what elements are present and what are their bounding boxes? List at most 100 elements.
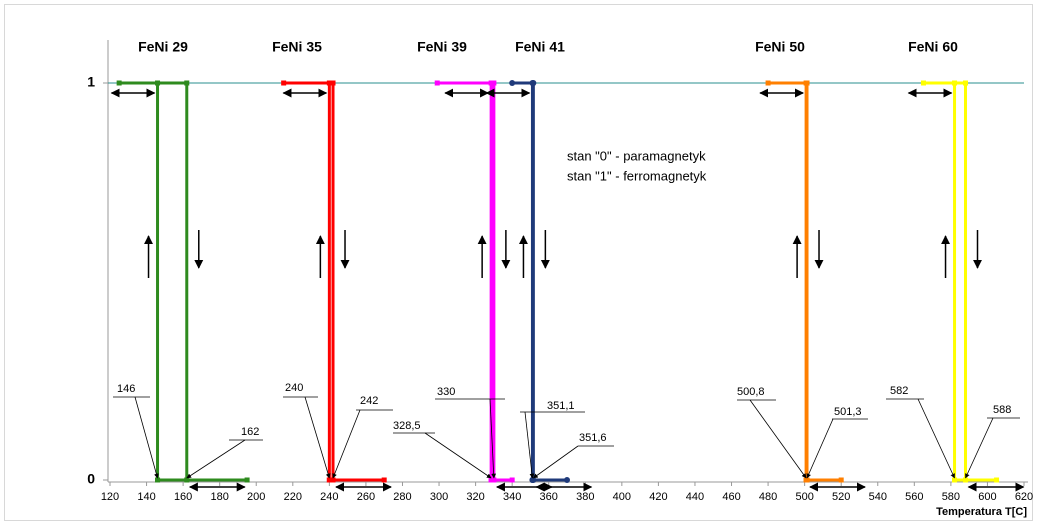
x-tick-label: 140 bbox=[137, 491, 155, 503]
point bbox=[491, 80, 497, 86]
point bbox=[326, 80, 332, 86]
leader-line bbox=[917, 398, 955, 479]
point-label: 242 bbox=[360, 395, 378, 407]
series-line bbox=[119, 81, 248, 482]
leader-line bbox=[134, 396, 159, 479]
point bbox=[116, 80, 122, 86]
point-label: 500,8 bbox=[737, 386, 765, 398]
x-tick-label: 200 bbox=[247, 491, 265, 503]
series-line bbox=[512, 81, 567, 482]
x-tick-label: 440 bbox=[686, 491, 704, 503]
x-axis-label: Temperatura T[C] bbox=[936, 506, 1027, 518]
x-tick-label: 180 bbox=[211, 491, 229, 503]
x-tick-label: 500 bbox=[795, 491, 813, 503]
frame bbox=[4, 4, 1033, 521]
point-label: 328,5 bbox=[393, 420, 421, 432]
series-line bbox=[283, 81, 385, 482]
point bbox=[529, 477, 536, 483]
point bbox=[434, 80, 440, 86]
point bbox=[244, 477, 250, 483]
series-line bbox=[923, 81, 997, 482]
point-label: 501,3 bbox=[834, 406, 862, 418]
x-tick-label: 160 bbox=[174, 491, 192, 503]
leader-line bbox=[806, 418, 834, 479]
point bbox=[963, 80, 969, 86]
x-tick-label: 400 bbox=[613, 491, 631, 503]
point-label: 351,1 bbox=[547, 400, 575, 412]
point-label: 588 bbox=[993, 404, 1011, 416]
point bbox=[381, 477, 387, 483]
point bbox=[281, 80, 287, 86]
point bbox=[920, 80, 926, 86]
x-tick-label: 340 bbox=[503, 491, 521, 503]
x-tick-label: 220 bbox=[284, 491, 302, 503]
point bbox=[155, 80, 161, 86]
x-tick-label: 580 bbox=[942, 491, 960, 503]
leader-line bbox=[332, 409, 361, 479]
point bbox=[803, 477, 809, 483]
leader-line bbox=[424, 432, 492, 479]
point bbox=[509, 477, 515, 483]
point bbox=[963, 477, 969, 483]
x-tick-label: 260 bbox=[357, 491, 375, 503]
point bbox=[155, 477, 161, 483]
point bbox=[803, 80, 809, 86]
x-tick-label: 240 bbox=[320, 491, 338, 503]
point bbox=[994, 477, 1000, 483]
point-label: 162 bbox=[241, 426, 259, 438]
point bbox=[491, 477, 497, 483]
point bbox=[488, 80, 494, 86]
x-tick-label: 420 bbox=[649, 491, 667, 503]
annotation: stan "1" - ferromagnetyk bbox=[567, 168, 707, 183]
point bbox=[184, 80, 190, 86]
x-tick-label: 120 bbox=[101, 491, 119, 503]
x-tick-label: 520 bbox=[832, 491, 850, 503]
y-tick-label: 0 bbox=[87, 471, 95, 487]
series-name: FeNi 29 bbox=[138, 39, 188, 55]
point bbox=[838, 477, 844, 483]
point-label: 582 bbox=[890, 385, 908, 397]
leader-line bbox=[965, 417, 994, 479]
x-tick-label: 560 bbox=[905, 491, 923, 503]
x-tick-label: 380 bbox=[576, 491, 594, 503]
x-tick-label: 360 bbox=[540, 491, 558, 503]
x-tick-label: 280 bbox=[393, 491, 411, 503]
point-label: 330 bbox=[437, 386, 455, 398]
leader-line bbox=[749, 399, 807, 479]
series-name: FeNi 39 bbox=[417, 39, 467, 55]
point bbox=[564, 477, 570, 483]
series-name: FeNi 41 bbox=[515, 39, 565, 55]
x-tick-label: 480 bbox=[759, 491, 777, 503]
x-tick-label: 300 bbox=[430, 491, 448, 503]
series-line bbox=[437, 81, 513, 482]
point bbox=[952, 477, 958, 483]
point-label: 240 bbox=[285, 382, 303, 394]
point bbox=[330, 477, 336, 483]
leader-line bbox=[524, 411, 535, 479]
y-tick-label: 1 bbox=[87, 74, 95, 90]
series-name: FeNi 60 bbox=[908, 39, 958, 55]
leader-line bbox=[532, 445, 579, 479]
point bbox=[509, 80, 516, 86]
point bbox=[330, 80, 336, 86]
annotation: stan "0" - paramagnetyk bbox=[567, 148, 706, 163]
series-line bbox=[768, 81, 842, 482]
x-tick-label: 460 bbox=[722, 491, 740, 503]
leader-line bbox=[186, 439, 246, 479]
point bbox=[326, 477, 332, 483]
point-label: 146 bbox=[117, 383, 135, 395]
leader-line bbox=[489, 398, 497, 479]
point bbox=[952, 80, 958, 86]
point bbox=[765, 80, 771, 86]
point bbox=[488, 477, 494, 483]
point bbox=[184, 477, 190, 483]
x-tick-label: 620 bbox=[1015, 491, 1033, 503]
x-tick-label: 320 bbox=[466, 491, 484, 503]
series-name: FeNi 50 bbox=[755, 39, 805, 55]
point-label: 351,6 bbox=[579, 432, 607, 444]
series-name: FeNi 35 bbox=[272, 39, 322, 55]
x-tick-label: 540 bbox=[869, 491, 887, 503]
x-tick-label: 600 bbox=[978, 491, 996, 503]
point bbox=[529, 80, 536, 86]
